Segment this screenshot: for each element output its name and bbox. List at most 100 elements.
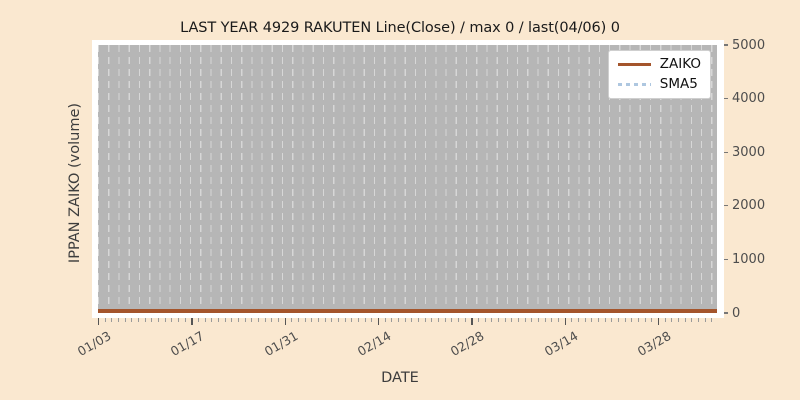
legend-swatch-sma5: [617, 79, 651, 90]
x-axis-minor-tick: [338, 318, 339, 322]
x-axis-minor-tick: [384, 318, 386, 322]
y-axis-tick: 5000: [724, 38, 765, 53]
y-tick-label: 0: [732, 305, 741, 321]
x-axis-minor-tick: [324, 318, 326, 322]
y-axis-tick: 4000: [724, 91, 766, 107]
x-axis-minor-tick: [164, 318, 166, 322]
x-axis-minor-tick: [358, 318, 359, 322]
x-axis-minor-tick: [551, 318, 553, 322]
x-axis-major-tick: [378, 318, 380, 325]
x-tick-label: 01/17: [168, 328, 207, 360]
x-axis-minor-tick: [491, 318, 493, 322]
x-tick-label: 01/03: [74, 328, 114, 360]
x-axis-major-tick: [284, 318, 286, 325]
x-axis-minor-tick: [611, 318, 613, 322]
x-axis-minor-tick: [704, 318, 706, 322]
legend-label-sma5: SMA5: [659, 76, 698, 92]
legend-entry-zaiko[interactable]: ZAIKO: [617, 56, 701, 72]
x-axis-minor-tick: [631, 318, 633, 322]
x-axis-minor-tick: [271, 318, 273, 322]
x-axis-minor-tick: [578, 318, 579, 322]
x-axis-minor-tick: [484, 318, 486, 322]
y-tick-mark: [724, 98, 728, 100]
x-axis-minor-tick: [298, 318, 299, 322]
x-axis-minor-tick: [198, 318, 199, 322]
x-axis-minor-tick: [684, 318, 686, 322]
y-axis-right: 0 1000 2000 3000 4000 5000: [724, 38, 800, 321]
x-axis-minor-tick: [158, 318, 159, 322]
x-axis-minor-tick: [364, 318, 366, 322]
x-axis-minor-tick: [524, 318, 526, 322]
y-tick-label: 4000: [732, 91, 766, 107]
y-tick-mark: [724, 312, 728, 314]
x-axis-minor-tick: [571, 318, 573, 322]
x-axis-minor-tick: [424, 318, 426, 322]
x-axis-minor-tick: [418, 318, 419, 322]
y-axis-tick: 3000: [724, 145, 765, 160]
x-axis-minor-tick: [124, 318, 126, 322]
y-axis-tick: 2000: [724, 198, 766, 214]
x-axis-minor-tick: [344, 318, 346, 322]
x-axis-minor-tick: [464, 318, 466, 322]
x-axis-minor-tick: [151, 318, 153, 322]
x-tick-label: 03/14: [541, 328, 581, 360]
x-axis-minor-tick: [518, 318, 519, 322]
x-axis-minor-tick: [291, 318, 293, 322]
series-line-zaiko: [98, 309, 717, 313]
x-axis-minor-tick: [591, 318, 593, 322]
x-axis-minor-tick: [118, 318, 119, 322]
x-axis-minor-tick: [104, 318, 106, 322]
x-axis-minor-tick: [664, 318, 666, 322]
x-axis-minor-tick: [204, 318, 206, 322]
x-axis-minor-tick: [538, 318, 539, 322]
x-axis-minor-tick: [238, 318, 239, 322]
x-axis-major-tick: [98, 318, 100, 325]
x-axis-minor-tick: [371, 318, 373, 322]
y-tick-label: 2000: [732, 198, 766, 214]
plot-frame: ZAIKO SMA5: [92, 40, 724, 318]
x-axis-minor-tick: [311, 318, 313, 322]
x-axis-minor-tick: [184, 318, 186, 322]
x-axis-minor-tick: [618, 318, 619, 322]
y-axis-title: IPPAN ZAIKO (volume): [67, 102, 83, 264]
x-axis-minor-tick: [584, 318, 586, 322]
x-axis-major-tick: [564, 318, 566, 325]
x-axis-minor-tick: [211, 318, 213, 322]
x-tick-label: 02/14: [354, 328, 394, 360]
legend-entry-sma5[interactable]: SMA5: [617, 76, 701, 92]
x-axis-minor-tick: [224, 318, 226, 322]
x-axis-minor-tick: [691, 318, 693, 322]
y-tick-mark: [724, 44, 728, 46]
x-axis-minor-tick: [558, 318, 559, 322]
chart-legend[interactable]: ZAIKO SMA5: [607, 50, 711, 99]
x-axis-minor-tick: [498, 318, 499, 322]
y-axis-tick: 0: [724, 305, 741, 321]
x-axis-minor-tick: [411, 318, 413, 322]
x-axis-minor-tick: [391, 318, 393, 322]
plot-area: ZAIKO SMA5: [98, 45, 717, 313]
x-axis-major-tick: [658, 318, 660, 325]
x-axis-minor-tick: [698, 318, 699, 322]
x-axis-minor-tick: [711, 318, 713, 322]
x-axis-minor-tick: [178, 318, 179, 322]
x-axis-minor-tick: [258, 318, 259, 322]
x-tick-label: 01/31: [261, 328, 301, 360]
y-tick-label: 1000: [732, 251, 766, 267]
x-axis-minor-tick: [671, 318, 673, 322]
x-axis-minor-tick: [544, 318, 546, 322]
x-axis-minor-tick: [638, 318, 639, 322]
x-axis-minor-tick: [504, 318, 506, 322]
y-axis-tick: 1000: [724, 251, 766, 267]
x-axis-minor-tick: [251, 318, 253, 322]
y-tick-mark: [724, 205, 728, 207]
x-axis-minor-tick: [111, 318, 113, 322]
legend-swatch-zaiko: [617, 59, 651, 70]
x-axis: 01/03 01/17 01/31 02/14 02/28 03/14 03/28: [75, 318, 718, 359]
x-tick-label: 03/28: [634, 328, 674, 360]
x-axis-minor-tick: [144, 318, 146, 322]
x-axis-minor-tick: [404, 318, 406, 322]
x-axis-minor-tick: [398, 318, 399, 322]
y-tick-mark: [724, 151, 728, 153]
x-axis-minor-tick: [244, 318, 246, 322]
